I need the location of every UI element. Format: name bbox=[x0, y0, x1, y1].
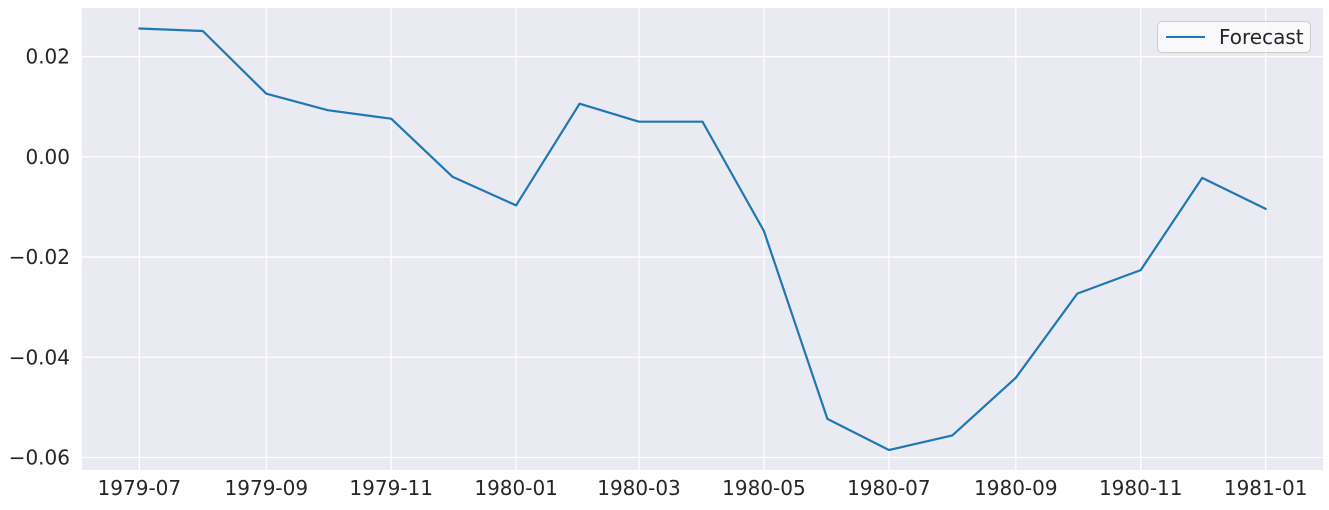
x-tick-label: 1980-07 bbox=[847, 476, 931, 500]
forecast-line bbox=[138, 27, 1267, 452]
x-tick-label: 1979-07 bbox=[98, 476, 182, 500]
y-tick-label: −0.06 bbox=[9, 445, 70, 469]
legend-label: Forecast bbox=[1219, 25, 1304, 49]
y-tick-label: −0.02 bbox=[9, 245, 70, 269]
x-tick-label: 1980-03 bbox=[597, 476, 681, 500]
legend: Forecast bbox=[1157, 21, 1311, 53]
x-tick-label: 1981-01 bbox=[1224, 476, 1308, 500]
x-tick-label: 1980-11 bbox=[1099, 476, 1183, 500]
legend-line-sample bbox=[1166, 36, 1205, 38]
y-tick-label: 0.00 bbox=[25, 145, 70, 169]
plot-background bbox=[82, 8, 1323, 470]
x-tick-label: 1979-11 bbox=[349, 476, 433, 500]
x-tick-label: 1979-09 bbox=[225, 476, 309, 500]
x-tick-label: 1980-09 bbox=[974, 476, 1058, 500]
y-tick-label: 0.02 bbox=[25, 45, 70, 69]
x-tick-label: 1980-05 bbox=[722, 476, 806, 500]
x-tick-label: 1980-01 bbox=[474, 476, 558, 500]
y-tick-label: −0.04 bbox=[9, 345, 70, 369]
